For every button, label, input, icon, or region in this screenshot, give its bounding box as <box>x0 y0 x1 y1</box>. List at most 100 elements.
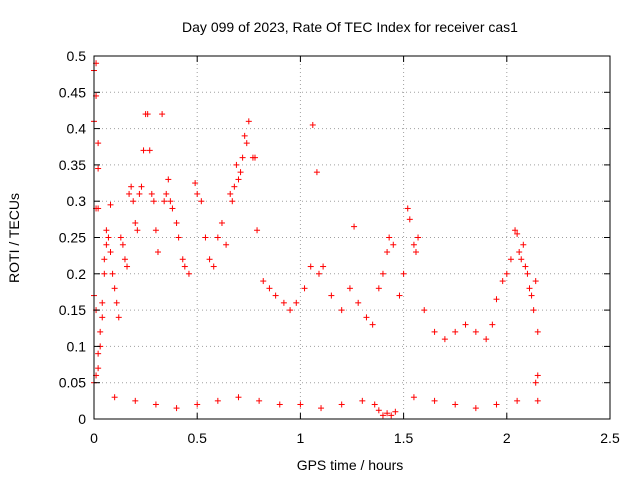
data-point <box>132 219 139 226</box>
data-point <box>386 234 393 241</box>
plot-frame <box>93 55 611 420</box>
data-point <box>99 314 106 321</box>
data-point <box>320 263 327 270</box>
data-point <box>375 407 382 414</box>
y-axis-label: ROTI / TECUs <box>6 193 22 283</box>
data-point <box>493 401 500 408</box>
data-point <box>154 249 161 256</box>
data-point <box>117 234 124 241</box>
chart-title: Day 099 of 2023, Rate Of TEC Index for r… <box>182 19 518 35</box>
data-point <box>287 307 294 314</box>
data-point <box>95 205 102 212</box>
data-point <box>534 372 541 379</box>
data-point <box>152 401 159 408</box>
data-point <box>301 285 308 292</box>
data-point <box>150 198 157 205</box>
y-tick-label: 0.4 <box>67 121 87 137</box>
data-point <box>415 234 422 241</box>
data-point <box>175 234 182 241</box>
data-point <box>97 328 104 335</box>
data-point <box>243 140 250 147</box>
data-point <box>111 285 118 292</box>
data-point <box>95 165 102 172</box>
data-point <box>338 401 345 408</box>
data-point <box>528 292 535 299</box>
data-point <box>293 299 300 306</box>
data-point <box>390 241 397 248</box>
data-point <box>441 336 448 343</box>
y-tick-label: 0.5 <box>67 48 87 64</box>
data-point <box>241 132 248 139</box>
data-point <box>410 394 417 401</box>
data-point <box>161 198 168 205</box>
data-point <box>111 394 118 401</box>
data-point <box>144 111 151 118</box>
data-point <box>128 183 135 190</box>
data-point <box>163 190 170 197</box>
y-tick-label: 0.15 <box>59 302 86 318</box>
data-point <box>202 234 209 241</box>
data-point <box>499 278 506 285</box>
data-point <box>95 140 102 147</box>
data-point <box>227 190 234 197</box>
data-point <box>384 410 391 417</box>
data-point <box>138 183 145 190</box>
data-point <box>318 405 325 412</box>
data-point <box>363 314 370 321</box>
data-point <box>266 285 273 292</box>
x-tick-label: 1 <box>297 430 305 446</box>
data-point <box>235 394 242 401</box>
data-point <box>119 241 126 248</box>
data-point <box>369 321 376 328</box>
data-point <box>355 299 362 306</box>
x-tick-label: 2.5 <box>600 430 620 446</box>
x-tick-label: 0 <box>90 430 98 446</box>
data-point <box>514 397 521 404</box>
data-point <box>520 241 527 248</box>
data-point <box>351 223 358 230</box>
data-point <box>173 405 180 412</box>
data-point <box>503 270 510 277</box>
data-point <box>165 176 172 183</box>
data-point <box>392 408 399 415</box>
data-point <box>206 256 213 263</box>
data-point <box>462 321 469 328</box>
data-point <box>421 307 428 314</box>
data-point <box>136 190 143 197</box>
data-point <box>179 256 186 263</box>
data-point <box>313 169 320 176</box>
data-point <box>404 205 411 212</box>
data-point <box>210 263 217 270</box>
data-point <box>297 401 304 408</box>
data-point <box>371 401 378 408</box>
data-point <box>431 397 438 404</box>
data-point <box>472 328 479 335</box>
y-tick-label: 0.35 <box>59 157 86 173</box>
data-point <box>132 397 139 404</box>
data-point <box>328 292 335 299</box>
data-point <box>534 397 541 404</box>
data-point <box>307 263 314 270</box>
data-point <box>115 314 122 321</box>
data-point <box>518 256 525 263</box>
data-points <box>91 60 541 419</box>
data-point <box>124 263 131 270</box>
data-point <box>167 198 174 205</box>
data-point <box>507 256 514 263</box>
data-point <box>134 227 141 234</box>
data-point <box>107 201 114 208</box>
x-tick-label: 1.5 <box>394 430 414 446</box>
data-point <box>412 249 419 256</box>
x-tick-labels: 0 0.5 1 1.5 2 2.5 <box>90 430 620 446</box>
data-point <box>384 249 391 256</box>
data-point <box>121 256 128 263</box>
data-point <box>472 405 479 412</box>
data-point <box>233 161 240 168</box>
data-point <box>309 121 316 128</box>
data-point <box>103 227 110 234</box>
data-point <box>140 147 147 154</box>
y-tick-label: 0.45 <box>59 84 86 100</box>
data-point <box>396 292 403 299</box>
data-point <box>493 296 500 303</box>
